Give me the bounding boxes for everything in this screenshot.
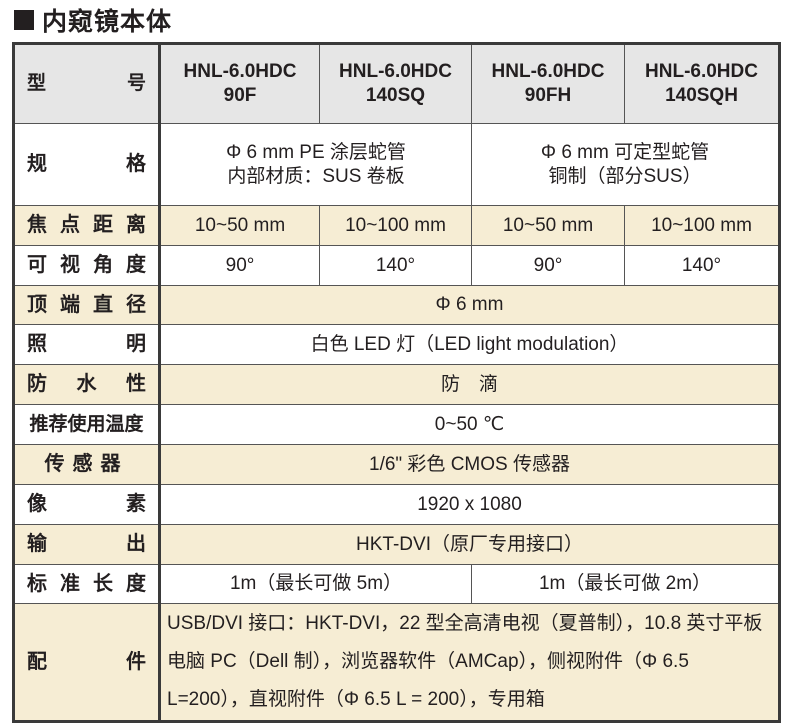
spec-table: 型 号 HNL-6.0HDC 90F HNL-6.0HDC 140SQ HNL-6.… (12, 42, 781, 723)
row-label: 推荐使用温度 (13, 404, 161, 445)
table-cell: 0~50 ℃ (159, 404, 780, 445)
model-cell: HNL-6.0HDC 90F (159, 43, 320, 124)
model-cell: HNL-6.0HDC 140SQH (624, 43, 780, 124)
table-cell: 140° (624, 245, 780, 286)
row-label: 标准长度 (13, 564, 161, 604)
table-cell: Φ 6 mm 可定型蛇管 铜制（部分SUS） (471, 123, 780, 206)
table-row: 照 明 白色 LED 灯（LED light modulation） (13, 324, 780, 365)
section-title: 内窥镜本体 (14, 2, 172, 38)
row-label: 规 格 (13, 123, 161, 206)
table-cell: 90° (159, 245, 320, 286)
row-label: 输 出 (13, 524, 161, 565)
table-cell: 防 滴 (159, 364, 780, 405)
table-cell: 1m（最长可做 5m） (159, 564, 472, 604)
table-cell: 90° (471, 245, 625, 286)
table-cell: 10~100 mm (319, 205, 472, 246)
table-cell: Φ 6 mm PE 涂层蛇管 内部材质：SUS 卷板 (159, 123, 472, 206)
table-row: 焦点距离 10~50 mm 10~100 mm 10~50 mm 10~100 … (13, 205, 780, 246)
table-cell: 1/6" 彩色 CMOS 传感器 (159, 444, 780, 485)
table-row: 可视角度 90° 140° 90° 140° (13, 245, 780, 286)
table-row: 像 素 1920 x 1080 (13, 484, 780, 525)
row-label: 防水性 (13, 364, 161, 405)
table-row: 顶端直径 Φ 6 mm (13, 285, 780, 325)
table-cell: 1920 x 1080 (159, 484, 780, 525)
table-cell: 140° (319, 245, 472, 286)
table-cell: HKT-DVI（原厂专用接口） (159, 524, 780, 565)
row-label: 可视角度 (13, 245, 161, 286)
row-label: 照 明 (13, 324, 161, 365)
table-row: 推荐使用温度 0~50 ℃ (13, 404, 780, 445)
table-row: 防水性 防 滴 (13, 364, 780, 405)
table-cell: Φ 6 mm (159, 285, 780, 325)
table-cell: 白色 LED 灯（LED light modulation） (159, 324, 780, 365)
row-label: 配 件 (13, 603, 161, 722)
row-label: 顶端直径 (13, 285, 161, 325)
table-row: 输 出 HKT-DVI（原厂专用接口） (13, 524, 780, 565)
row-label: 型 号 (13, 43, 161, 124)
section-title-text: 内窥镜本体 (42, 8, 173, 36)
table-row: 传感器 1/6" 彩色 CMOS 传感器 (13, 444, 780, 485)
table-row: 配 件 USB/DVI 接口：HKT-DVI，22 型全高清电视（夏普制），10… (13, 603, 780, 722)
square-bullet-icon (14, 10, 34, 30)
table-cell: 10~50 mm (159, 205, 320, 246)
table-header-row: 型 号 HNL-6.0HDC 90F HNL-6.0HDC 140SQ HNL-6.… (13, 43, 780, 124)
table-cell: 1m（最长可做 2m） (471, 564, 780, 604)
row-label: 像 素 (13, 484, 161, 525)
table-cell: USB/DVI 接口：HKT-DVI，22 型全高清电视（夏普制），10.8 英… (159, 603, 780, 722)
model-cell: HNL-6.0HDC 140SQ (319, 43, 472, 124)
row-label: 焦点距离 (13, 205, 161, 246)
table-cell: 10~50 mm (471, 205, 625, 246)
row-label: 传感器 (13, 444, 161, 485)
table-row: 标准长度 1m（最长可做 5m） 1m（最长可做 2m） (13, 564, 780, 604)
table-row: 规 格 Φ 6 mm PE 涂层蛇管 内部材质：SUS 卷板 Φ 6 mm 可定型… (13, 123, 780, 206)
model-cell: HNL-6.0HDC 90FH (471, 43, 625, 124)
table-cell: 10~100 mm (624, 205, 780, 246)
